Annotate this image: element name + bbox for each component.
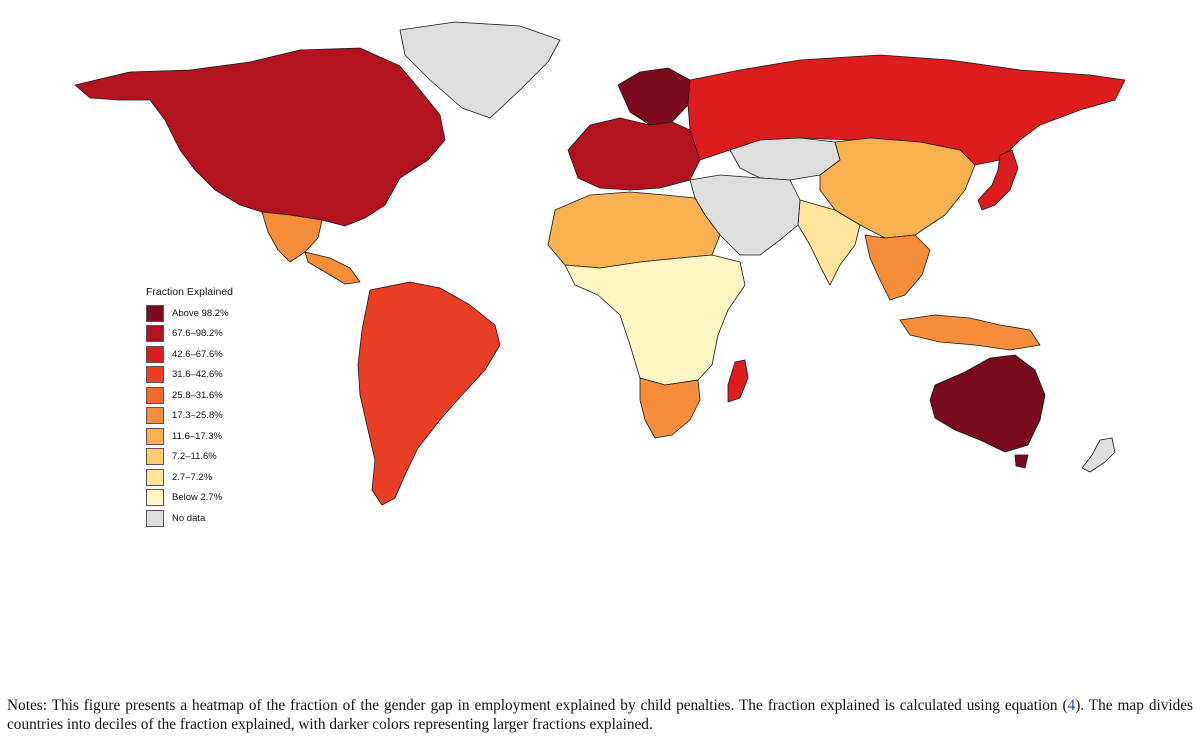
notes-text-end: ). The map divides countries into decile…: [7, 697, 1194, 733]
figure-notes: Notes: This figure presents a heatmap of…: [7, 696, 1193, 734]
legend-swatch: [146, 386, 164, 404]
region-south-america: [357, 281, 501, 506]
legend-item: 11.6–17.3%: [146, 426, 266, 447]
region-russia: [687, 54, 1126, 166]
legend-label: No data: [172, 512, 206, 524]
region-northern-europe: [617, 67, 691, 126]
region-japan: [977, 149, 1019, 211]
legend-title: Fraction Explained: [146, 286, 233, 298]
legend-label: 67.6–98.2%: [172, 328, 223, 340]
region-tasmania: [1014, 454, 1029, 469]
legend-label: 2.7–7.2%: [172, 471, 213, 483]
legend-label: 31.6–42.6%: [172, 369, 223, 381]
legend-item: 42.6–67.6%: [146, 344, 266, 365]
legend-item: 31.6–42.6%: [146, 365, 266, 386]
notes-text-start: Notes: This figure presents a heatmap of…: [7, 697, 1068, 714]
region-central-africa: [564, 254, 746, 386]
legend-rows: Above 98.2% 67.6–98.2% 42.6–67.6% 31.6–42.6…: [146, 303, 266, 529]
legend-swatch: [146, 468, 164, 486]
region-madagascar: [727, 359, 749, 403]
legend-item: 7.2–11.6%: [146, 447, 266, 468]
legend-swatch: [146, 325, 164, 343]
legend-label: Below 2.7%: [172, 492, 223, 504]
map-legend: Fraction Explained Above 98.2% 67.6–98.2%…: [146, 286, 266, 529]
legend-item: Above 98.2%: [146, 303, 266, 324]
legend-item: No data: [146, 508, 266, 529]
legend-swatch: [146, 304, 164, 322]
legend-item: 2.7–7.2%: [146, 467, 266, 488]
region-western-europe: [567, 117, 701, 191]
legend-item: 25.8–31.6%: [146, 385, 266, 406]
legend-swatch: [146, 489, 164, 507]
region-central-america: [304, 251, 361, 285]
region-indonesia: [899, 314, 1041, 351]
legend-swatch: [146, 366, 164, 384]
legend-label: 11.6–17.3%: [172, 430, 223, 442]
region-southern-africa: [639, 377, 701, 439]
region-india: [797, 199, 861, 286]
region-greenland: [399, 21, 561, 119]
legend-label: Above 98.2%: [172, 307, 229, 319]
region-new-zealand: [1081, 437, 1116, 473]
legend-swatch: [146, 448, 164, 466]
legend-item: Below 2.7%: [146, 488, 266, 509]
region-north-america: [74, 47, 446, 227]
legend-swatch: [146, 407, 164, 425]
region-southeast-asia: [864, 234, 931, 301]
legend-swatch: [146, 427, 164, 445]
legend-swatch: [146, 345, 164, 363]
legend-label: 7.2–11.6%: [172, 451, 217, 463]
legend-swatch: [146, 509, 164, 527]
region-australia: [929, 354, 1046, 453]
legend-item: 67.6–98.2%: [146, 324, 266, 345]
legend-label: 25.8–31.6%: [172, 389, 223, 401]
legend-label: 17.3–25.8%: [172, 410, 223, 422]
legend-label: 42.6–67.6%: [172, 348, 223, 360]
world-map: [74, 21, 1126, 506]
legend-item: 17.3–25.8%: [146, 406, 266, 427]
equation-reference-link[interactable]: 4: [1067, 697, 1076, 714]
